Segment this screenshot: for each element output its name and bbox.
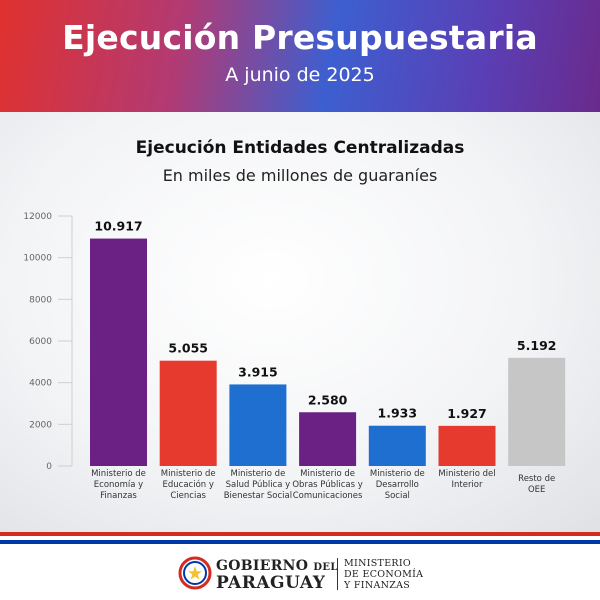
footer-divider [337,558,338,590]
bar [90,238,147,466]
paraguay-seal-icon [178,556,212,590]
category-label: OEE [528,485,545,495]
y-tick-label: 0 [46,462,52,472]
y-tick-label: 12000 [23,212,52,222]
bar [368,425,426,466]
category-label: Salud Pública y [226,480,291,490]
flag-stripe-white [0,536,600,540]
y-tick-label: 4000 [29,379,52,389]
category-label: Bienestar Social [224,491,292,501]
flag-stripe-blue [0,540,600,544]
ministerio-line-3: Y FINANZAS [344,580,411,591]
category-label: Ministerio de [230,469,285,479]
bar-value-label: 3.915 [238,364,278,379]
y-tick-label: 6000 [29,337,52,347]
flag-stripes [0,532,600,546]
bar-chart: 0 2000 4000 6000 8000 10000 12000 10.917 Ministe… [23,212,566,501]
category-label: Interior [451,480,483,490]
bar [508,357,566,466]
gobierno-line-2: PARAGUAY [216,573,326,593]
bar [299,412,357,466]
ministerio-line-2: DE ECONOMÍA [344,569,424,580]
chart-subtitle: En miles de millones de guaraníes [162,166,438,185]
category-label: Ministerio de [91,469,146,479]
category-label: Desarrollo [376,480,419,490]
category-label: Resto de [518,474,555,484]
category-label: Obras Públicas y [292,480,362,490]
y-tick-label: 8000 [29,295,52,305]
category-label: Ministerio de [370,469,425,479]
chart-title: Ejecución Entidades Centralizadas [135,138,465,158]
category-label: Ciencias [170,491,206,501]
bar-value-label: 10.917 [94,219,142,234]
gobierno-word: GOBIERNO [216,558,309,574]
category-label: Finanzas [100,491,137,501]
bar-value-label: 5.192 [517,338,557,353]
category-label: Comunicaciones [293,491,363,501]
header-banner: Ejecución Presupuestaria A junio de 2025 [0,0,600,112]
gobierno-line-1: GOBIERNO DEL [216,558,338,574]
y-tick-label: 10000 [23,254,52,264]
ministerio-line-1: MINISTERIO [344,558,412,569]
category-label: Educación y [163,479,214,490]
bar-value-label: 5.055 [168,341,208,356]
bar-value-label: 1.927 [447,406,487,421]
bar-value-label: 1.933 [378,406,418,421]
bar [229,384,287,466]
flag-stripe-red [0,532,600,536]
gobierno-del: DEL [313,562,338,573]
bar-value-label: 2.580 [308,392,348,407]
bar [438,425,496,466]
category-label: Ministerio de [161,469,216,479]
page-title: Ejecución Presupuestaria [62,18,538,57]
category-label: Ministerio de [300,469,355,479]
category-label: Economía y [94,480,143,490]
category-label: Ministerio del [438,469,495,479]
page-subtitle: A junio de 2025 [225,64,375,86]
footer: GOBIERNO DEL PARAGUAY MINISTERIO DE ECON… [0,546,600,600]
bar [159,360,217,466]
y-tick-label: 2000 [29,420,52,430]
category-label: Social [385,491,410,501]
